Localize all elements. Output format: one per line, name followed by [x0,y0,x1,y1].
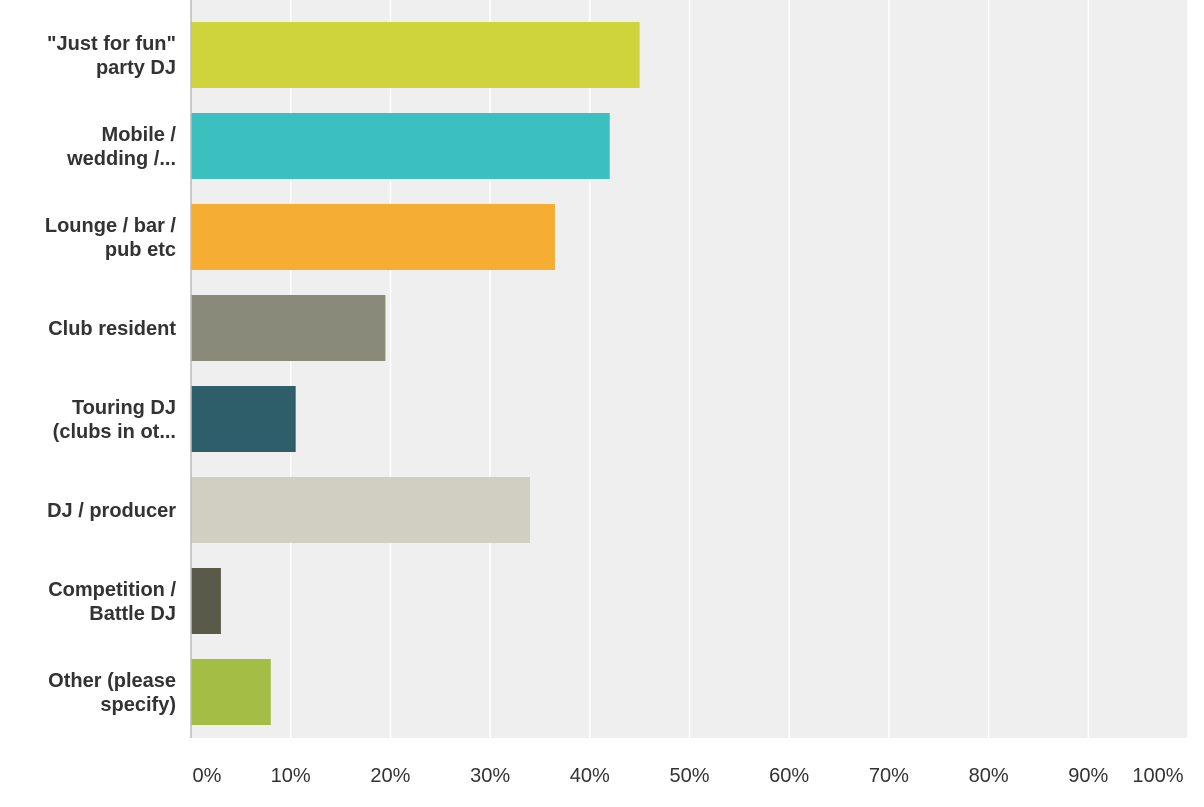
bar [191,295,386,361]
bar [191,22,640,88]
x-tick-label: 100% [1132,765,1183,787]
bar [191,568,221,634]
category-label: Touring DJ (clubs in ot... [53,397,176,443]
category-label: Other (please specify) [48,670,176,716]
x-tick-label: 50% [669,765,709,787]
x-tick-label: 20% [370,765,410,787]
x-tick-label: 60% [769,765,809,787]
category-label: Lounge / bar / pub etc [45,215,177,261]
x-tick-label: 40% [570,765,610,787]
category-label: "Just for fun" party DJ [47,33,176,79]
x-tick-label: 80% [969,765,1009,787]
x-tick-label: 10% [271,765,311,787]
category-label: Competition / Battle DJ [48,579,176,625]
bar [191,113,610,179]
bar [191,659,271,725]
bar [191,204,555,270]
category-label: Mobile / wedding /... [66,124,176,170]
x-tick-label: 30% [470,765,510,787]
bar [191,386,296,452]
bars [191,22,640,725]
category-label: Club resident [48,318,176,340]
x-tick-label: 90% [1068,765,1108,787]
x-tick-label: 70% [869,765,909,787]
x-tick-label: 0% [193,765,222,787]
x-tick-labels: 0% 10% 20% 30% 40% 50% 60% 70% 80% 90% 100% [193,765,1184,787]
category-label: DJ / producer [47,500,176,522]
category-labels: "Just for fun" party DJ Mobile / wedding /.… [45,33,177,716]
bar [191,477,530,543]
